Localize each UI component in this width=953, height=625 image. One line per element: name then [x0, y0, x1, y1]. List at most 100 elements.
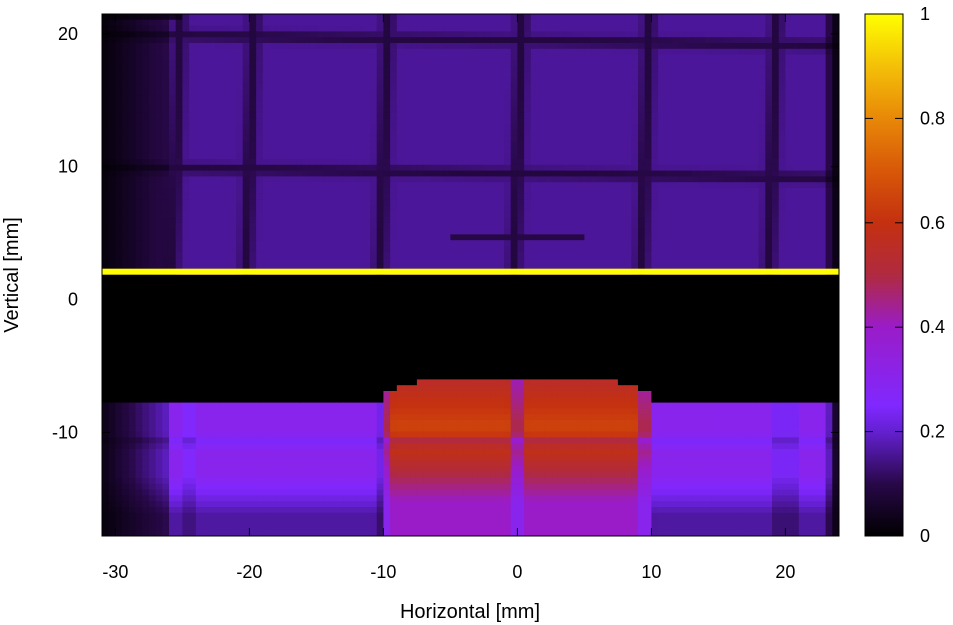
heatmap-cell: [142, 14, 150, 21]
heatmap-cell: [798, 83, 807, 90]
heatmap-cell: [349, 72, 358, 79]
heatmap-cell: [705, 118, 713, 125]
heatmap-cell: [457, 66, 465, 73]
heatmap-cell: [738, 141, 746, 148]
heatmap-cell: [437, 234, 445, 241]
heatmap-cell: [122, 48, 130, 56]
heatmap-cell: [236, 234, 244, 241]
heatmap-cell: [356, 257, 364, 264]
heatmap-cell: [450, 251, 458, 259]
heatmap-cell: [510, 211, 518, 218]
heatmap-cell: [276, 205, 284, 212]
heatmap-cell: [504, 246, 512, 253]
heatmap-cell: [450, 101, 458, 108]
heatmap-cell: [122, 101, 130, 108]
heatmap-cell: [276, 14, 284, 21]
heatmap-cell: [470, 54, 478, 61]
heatmap-cell: [155, 77, 163, 85]
heatmap-cell: [591, 60, 599, 67]
heatmap-cell: [510, 95, 518, 102]
heatmap-cell: [751, 54, 760, 61]
heatmap-cell: [571, 118, 579, 125]
heatmap-cell: [303, 83, 311, 90]
heatmap-cell: [303, 60, 311, 67]
heatmap-cell: [785, 170, 793, 177]
heatmap-cell: [805, 176, 813, 183]
heatmap-cell: [162, 246, 170, 253]
heatmap-cell: [758, 240, 766, 247]
heatmap-cell: [537, 31, 545, 38]
heatmap-cell: [792, 112, 800, 119]
heatmap-cell: [597, 188, 606, 195]
heatmap-cell: [249, 25, 257, 32]
heatmap-cell: [798, 153, 807, 160]
heatmap-cell: [102, 130, 110, 137]
heatmap-cell: [524, 188, 532, 195]
heatmap-cell: [510, 118, 518, 125]
heatmap-cell: [785, 31, 793, 38]
heatmap-cell: [396, 14, 405, 21]
heatmap-cell: [202, 25, 210, 32]
heatmap-cell: [591, 176, 599, 183]
heatmap-cell: [718, 37, 726, 44]
heatmap-cell: [450, 112, 458, 119]
heatmap-cell: [571, 130, 579, 137]
heatmap-cell: [832, 193, 839, 201]
heatmap-cell: [142, 205, 150, 212]
heatmap-cell: [450, 60, 458, 67]
heatmap-cell: [363, 199, 371, 206]
heatmap-cell: [751, 106, 760, 114]
heatmap-cell: [470, 246, 478, 253]
heatmap-cell: [517, 135, 525, 143]
heatmap-cell: [544, 66, 552, 73]
heatmap-cell: [148, 257, 157, 264]
heatmap-cell: [658, 240, 666, 247]
heatmap-cell: [403, 89, 411, 96]
heatmap-cell: [658, 19, 666, 27]
heatmap-cell: [323, 153, 331, 160]
heatmap-cell: [135, 263, 143, 270]
heatmap-cell: [577, 164, 585, 172]
heatmap-cell: [624, 193, 632, 201]
heatmap-cell: [396, 246, 405, 253]
heatmap-cell: [276, 159, 284, 166]
heatmap-cell: [765, 251, 773, 259]
heatmap-cell: [169, 188, 177, 195]
heatmap-cell: [812, 31, 820, 38]
heatmap-cell: [825, 217, 833, 224]
heatmap-cell: [564, 106, 572, 114]
heatmap-cell: [195, 60, 204, 67]
heatmap-cell: [711, 217, 719, 224]
heatmap-cell: [557, 19, 565, 27]
heatmap-cell: [229, 106, 237, 114]
heatmap-cell: [443, 37, 451, 44]
heatmap-cell: [711, 89, 719, 96]
heatmap-cell: [457, 234, 465, 241]
heatmap-cell: [323, 251, 331, 259]
heatmap-cell: [611, 66, 619, 73]
heatmap-cell: [148, 182, 157, 189]
heatmap-cell: [785, 124, 793, 131]
heatmap-cell: [684, 246, 693, 253]
heatmap-cell: [818, 159, 827, 166]
heatmap-cell: [410, 222, 418, 230]
heatmap-cell: [222, 89, 230, 96]
heatmap-cell: [517, 222, 525, 230]
heatmap-cell: [818, 112, 827, 119]
heatmap-cell: [410, 147, 418, 154]
heatmap-cell: [215, 251, 224, 259]
heatmap-cell: [195, 211, 204, 218]
heatmap-cell: [437, 83, 445, 90]
heatmap-cell: [349, 141, 358, 148]
heatmap-cell: [262, 77, 271, 85]
heatmap-cell: [584, 106, 592, 114]
heatmap-cell: [209, 251, 217, 259]
heatmap-cell: [577, 54, 585, 61]
heatmap-cell: [376, 14, 384, 21]
heatmap-cell: [122, 106, 130, 114]
heatmap-cell: [671, 72, 679, 79]
heatmap-cell: [798, 234, 807, 241]
heatmap-cell: [162, 135, 170, 143]
heatmap-cell: [236, 48, 244, 56]
heatmap-cell: [316, 205, 324, 212]
